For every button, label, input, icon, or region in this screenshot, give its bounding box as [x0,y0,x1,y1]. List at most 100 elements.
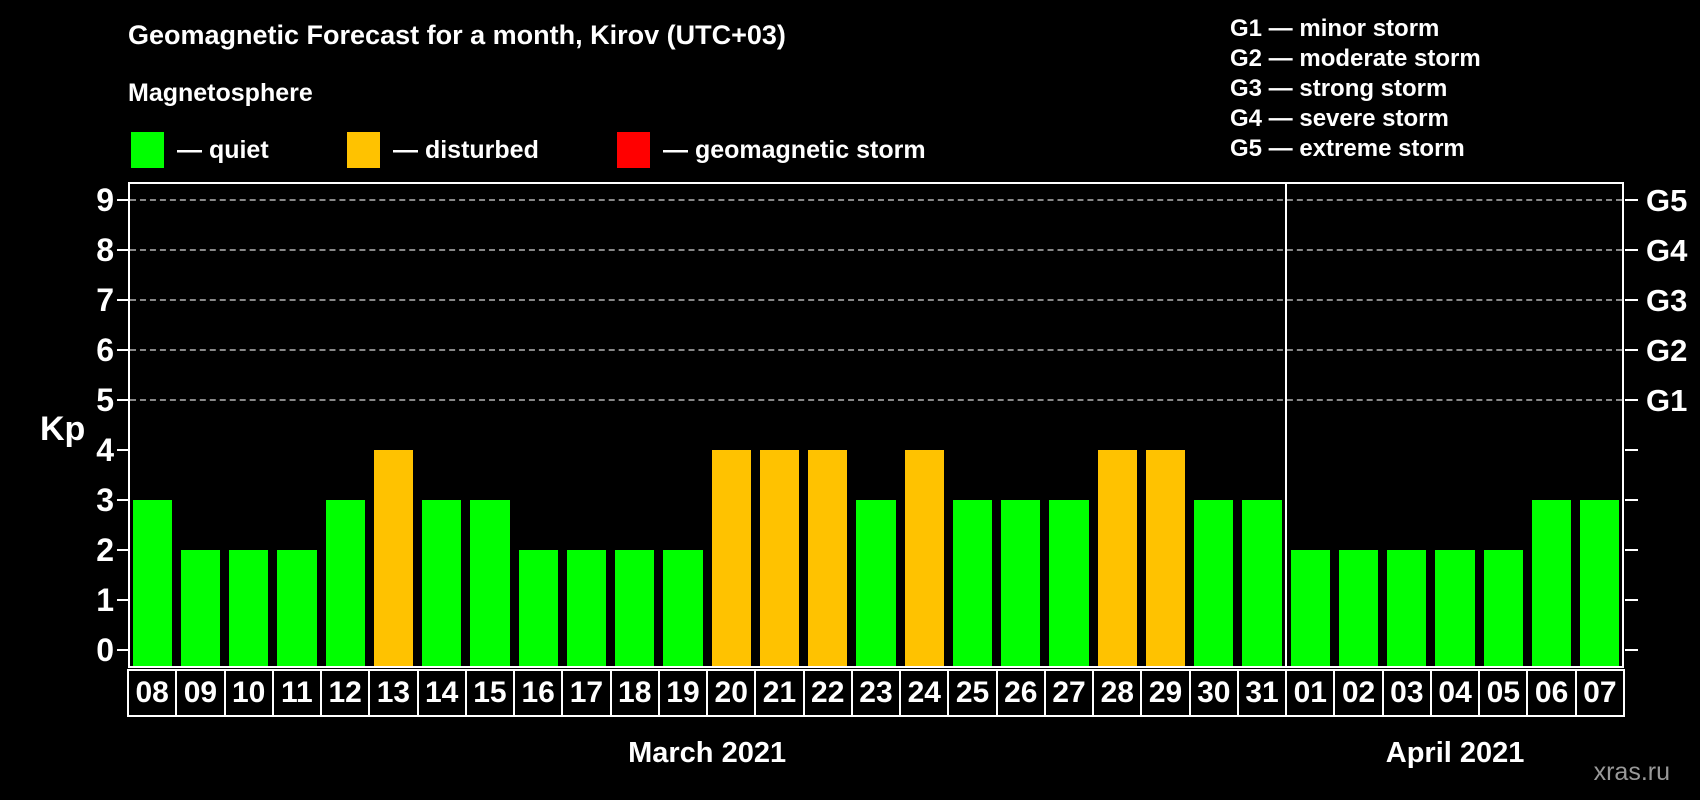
day-label-27: 27 [1043,669,1095,717]
kp-bar-09 [180,550,220,666]
kp-bar-26 [1001,500,1041,666]
y-tick-label: 4 [96,432,114,468]
storm-scale-line-2: G2 — moderate storm [1230,45,1481,72]
right-axis-tick [1625,199,1638,201]
kp-bar-06 [1531,500,1572,666]
right-axis-tick [1625,499,1638,501]
day-label-10: 10 [223,669,274,717]
legend-label-quiet: — quiet [177,136,269,164]
day-label-16: 16 [513,669,564,717]
day-label-28: 28 [1092,669,1143,717]
legend-swatch-quiet [131,132,164,168]
kp-bar-13 [373,450,414,666]
day-label-21: 21 [754,669,805,717]
month-separator [1285,182,1288,668]
kp-bar-24 [904,450,944,666]
y-tick-label: 7 [96,282,114,318]
day-label-13: 13 [368,669,419,717]
right-axis-label-g5: G5 [1646,183,1688,218]
day-label-26: 26 [995,669,1046,717]
right-axis-label-g3: G3 [1646,283,1688,318]
right-axis-label-g2: G2 [1646,333,1688,368]
day-label-29: 29 [1140,669,1191,717]
day-label-03: 03 [1381,669,1432,717]
storm-scale-line-3: G3 — strong storm [1230,75,1448,102]
y-axis-tick [117,199,128,201]
day-label-30: 30 [1188,669,1239,717]
gridline-kp8 [130,249,1622,251]
kp-bar-04 [1435,550,1475,666]
day-label-12: 12 [320,669,371,717]
day-label-01: 01 [1285,669,1336,717]
day-label-07: 07 [1574,669,1625,717]
right-axis-tick [1625,399,1638,401]
gridline-kp7 [130,299,1622,301]
right-axis-tick [1625,449,1638,451]
storm-scale-line-1: G1 — minor storm [1230,15,1440,42]
y-axis-tick [117,349,128,351]
day-label-04: 04 [1429,669,1481,717]
gridline-kp6 [130,349,1622,351]
y-axis-tick [117,399,128,401]
kp-bar-22 [808,450,848,666]
magnetosphere-label: Magnetosphere [128,79,313,107]
storm-scale-line-4: G4 — severe storm [1230,105,1449,132]
y-axis-tick [117,599,128,601]
right-axis-tick [1625,599,1638,601]
month-label: April 2021 [1385,737,1525,769]
month-label: March 2021 [628,737,787,769]
y-axis-tick [117,299,128,301]
kp-bar-02 [1338,550,1379,666]
y-tick-label: 2 [96,532,114,568]
day-label-15: 15 [464,669,516,717]
right-axis-tick [1625,249,1638,251]
y-axis-label: Kp [40,410,86,448]
chart-title: Geomagnetic Forecast for a month, Kirov … [128,20,786,50]
legend-label-geomagnetic-storm: — geomagnetic storm [663,136,926,164]
storm-scale-legend: G1 — minor storm G2 — moderate storm G3 — … [1230,14,1481,164]
right-axis-tick [1625,549,1638,551]
kp-bar-12 [325,500,365,666]
day-label-24: 24 [899,669,950,717]
right-axis-tick [1625,299,1638,301]
y-tick-label: 0 [96,632,114,668]
kp-bar-31 [1242,500,1282,666]
day-label-14: 14 [416,669,467,717]
kp-bar-27 [1049,500,1089,666]
day-label-02: 02 [1333,669,1384,717]
gridline-kp9 [130,199,1622,201]
day-label-31: 31 [1236,669,1288,717]
kp-bar-29 [1145,450,1186,666]
kp-bar-28 [1097,450,1137,666]
kp-bar-21 [759,450,800,666]
kp-bar-30 [1194,500,1234,666]
right-axis-tick [1625,649,1638,651]
legend-swatch-geomagnetic-storm [617,132,650,168]
y-axis-tick [117,499,128,501]
right-axis-label-g4: G4 [1646,233,1688,268]
kp-bar-15 [470,500,510,666]
y-axis-tick [117,649,128,651]
kp-bar-10 [229,550,269,666]
kp-bar-23 [856,500,896,666]
day-label-20: 20 [706,669,757,717]
day-label-25: 25 [947,669,998,717]
y-tick-label: 8 [96,232,114,268]
day-label-22: 22 [802,669,853,717]
gridline-kp5 [130,399,1622,401]
kp-bar-18 [615,550,655,666]
y-axis-tick [117,249,128,251]
day-label-11: 11 [271,669,323,717]
y-axis-tick [117,449,128,451]
kp-bar-11 [277,550,317,666]
kp-bar-25 [952,500,993,666]
kp-bar-08 [132,500,172,666]
right-axis-label-g1: G1 [1646,383,1688,418]
kp-bar-20 [711,450,751,666]
y-tick-label: 3 [96,482,114,518]
day-label-17: 17 [561,669,612,717]
y-tick-label: 1 [96,582,114,618]
day-label-05: 05 [1478,669,1529,717]
kp-bar-19 [663,550,703,666]
